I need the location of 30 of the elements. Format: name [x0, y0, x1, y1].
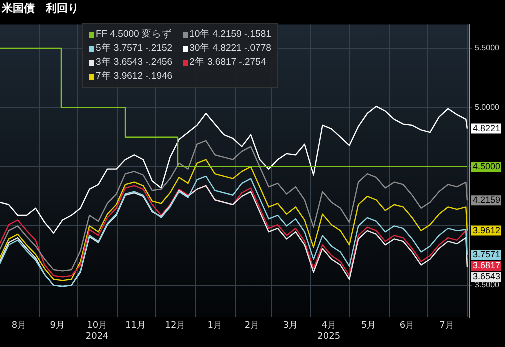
x-tick-label: 5月: [361, 321, 376, 332]
data-label: 3.9612: [473, 225, 501, 236]
data-label: 3.6817: [473, 260, 501, 270]
data-label: 4.2159: [473, 195, 501, 206]
x-tick-label: 11月: [126, 321, 146, 332]
x-tick-label: 3月: [283, 321, 298, 332]
data-label: 4.5000: [473, 161, 501, 172]
data-label: 4.8221: [473, 123, 501, 134]
data-label: 3.7571: [473, 249, 501, 260]
x-tick-label: 6月: [400, 321, 415, 332]
x-tick-label: 12月: [165, 321, 186, 332]
x-tick-label: 2月: [244, 321, 260, 332]
y-tick-label: 5.0000: [475, 102, 500, 112]
data-label: 3.6543: [473, 271, 501, 282]
x-tick-label: 7月: [440, 321, 454, 332]
chart-title: 米国債 利回り: [0, 0, 505, 17]
x-tick-label: 9月: [50, 321, 65, 332]
x-tick-label: 10月 2024: [86, 321, 110, 342]
y-tick-label: 3.5000: [475, 280, 500, 290]
legend-label: 30年 4.8221 -.0778: [190, 42, 272, 55]
x-tick-label: 1月: [208, 321, 223, 332]
legend-label: 7年 3.9612 -.1946: [96, 70, 173, 83]
legend-label: 10年 4.2159 -.1581: [190, 28, 272, 41]
legend-label: FF 4.5000 変らず: [96, 28, 172, 41]
x-tick-label: 4月 2025: [318, 321, 341, 342]
legend-label: 5年 3.7571 -.2152: [96, 42, 173, 55]
x-tick-label: 8月: [12, 321, 27, 332]
legend-label: 3年 3.6543 -.2456: [96, 56, 173, 69]
legend-label: 2年 3.6817 -.2754: [190, 56, 266, 69]
y-tick-label: 5.5000: [475, 44, 500, 53]
